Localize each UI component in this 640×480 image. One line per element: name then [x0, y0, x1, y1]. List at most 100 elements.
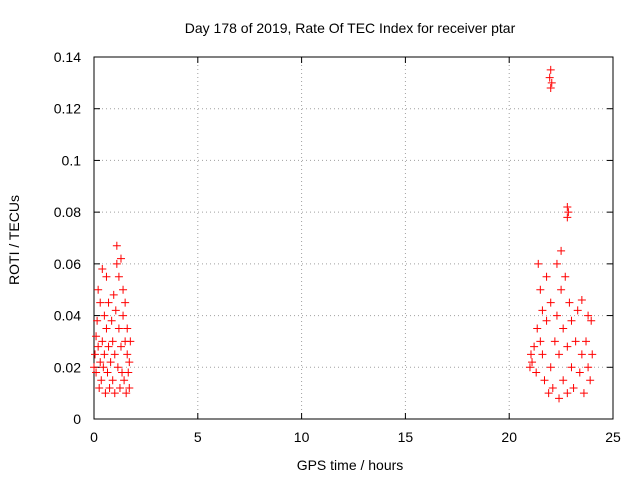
data-point [90, 363, 98, 372]
data-point [104, 298, 113, 307]
data-point [536, 285, 545, 294]
data-point [124, 368, 133, 377]
data-point [102, 324, 111, 333]
data-point [93, 316, 102, 325]
data-point [109, 290, 118, 299]
data-point [563, 389, 572, 398]
data-point [112, 259, 121, 268]
data-point [548, 383, 557, 392]
y-tick-label: 0.02 [54, 359, 81, 375]
y-tick-label: 0.08 [54, 204, 81, 220]
data-point [121, 298, 130, 307]
data-point [123, 350, 132, 359]
chart-title: Day 178 of 2019, Rate Of TEC Index for r… [185, 20, 516, 36]
data-point [126, 337, 135, 346]
data-point [526, 350, 535, 359]
data-point [115, 383, 124, 392]
data-point [95, 383, 104, 392]
data-point [92, 368, 101, 377]
data-point [110, 350, 119, 359]
data-points [90, 65, 597, 403]
data-point [532, 368, 541, 377]
data-point [99, 363, 108, 372]
plot-frame [93, 56, 614, 420]
data-point [550, 337, 559, 346]
data-point [96, 298, 105, 307]
data-point [557, 285, 566, 294]
data-point [577, 350, 586, 359]
data-point [561, 272, 570, 281]
data-point [579, 389, 588, 398]
data-point [108, 376, 117, 385]
data-point [563, 202, 572, 211]
data-point [111, 306, 120, 315]
data-point [555, 350, 564, 359]
data-point [584, 363, 593, 372]
data-point [586, 376, 595, 385]
data-point [116, 342, 125, 351]
data-point [577, 296, 586, 305]
data-point [552, 259, 561, 268]
data-point [582, 337, 591, 346]
data-point [94, 285, 103, 294]
data-point [564, 208, 573, 217]
data-point [92, 332, 101, 341]
data-point [546, 298, 555, 307]
data-point [104, 342, 113, 351]
y-tick-label: 0.12 [54, 101, 81, 117]
data-point [567, 363, 576, 372]
y-axis: 0 0.02 0.04 0.06 0.08 0.1 0.12 0.14 [54, 49, 613, 427]
data-point [559, 376, 568, 385]
data-point [542, 272, 551, 281]
data-point [102, 272, 111, 281]
x-tick-label: 10 [294, 429, 310, 445]
data-point [122, 389, 131, 398]
data-point [569, 383, 578, 392]
data-point [588, 350, 597, 359]
data-point [119, 311, 128, 320]
data-point [98, 265, 107, 274]
data-point [525, 363, 534, 372]
data-point [538, 306, 547, 315]
data-point [125, 358, 134, 367]
data-point [546, 363, 555, 372]
data-point [544, 389, 553, 398]
data-point [125, 383, 134, 392]
data-point [533, 324, 542, 333]
grid-lines [94, 57, 613, 419]
data-point [563, 213, 572, 222]
data-point [559, 324, 568, 333]
y-tick-label: 0.14 [54, 49, 81, 65]
data-point [105, 383, 114, 392]
data-point [530, 342, 539, 351]
data-point [91, 350, 100, 359]
x-tick-label: 5 [194, 429, 202, 445]
data-point [123, 324, 132, 333]
data-point [575, 368, 584, 377]
data-point [571, 337, 580, 346]
x-tick-label: 25 [605, 429, 621, 445]
data-point [113, 363, 122, 372]
data-point [103, 368, 112, 377]
data-point [120, 376, 129, 385]
data-point [107, 316, 116, 325]
x-axis-label: GPS time / hours [297, 457, 404, 473]
data-point [587, 316, 596, 325]
y-tick-label: 0.1 [62, 152, 82, 168]
data-point [546, 84, 555, 93]
y-axis-label: ROTI / TECUs [6, 195, 22, 285]
data-point [96, 358, 105, 367]
data-point [534, 259, 543, 268]
data-point [114, 272, 123, 281]
data-point [100, 311, 109, 320]
data-point [547, 78, 556, 87]
data-point [110, 389, 119, 398]
data-point [94, 342, 103, 351]
data-point [584, 311, 593, 320]
data-point [565, 298, 574, 307]
data-point [545, 73, 554, 82]
y-tick-label: 0.06 [54, 256, 81, 272]
data-point [116, 254, 125, 263]
x-tick-label: 0 [90, 429, 98, 445]
